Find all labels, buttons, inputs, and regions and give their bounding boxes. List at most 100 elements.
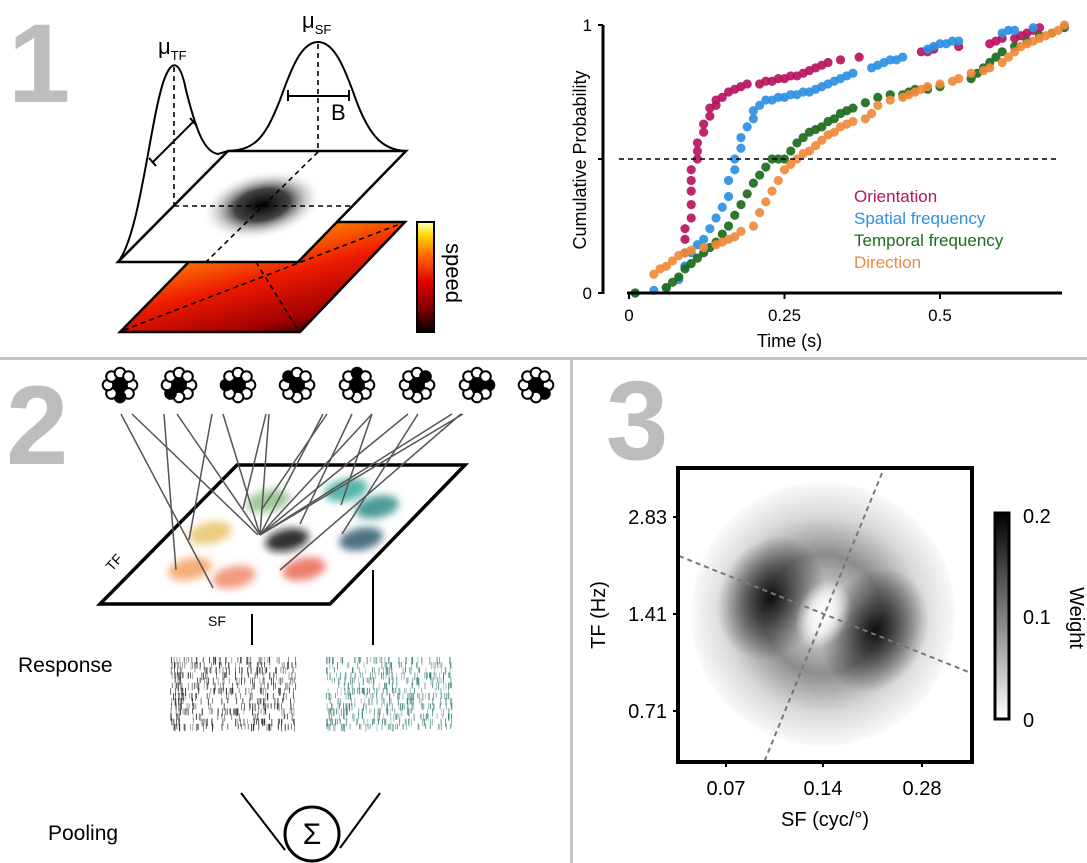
- tf-bandwidth-marker: [148, 117, 198, 167]
- colorbar-tick-label: 0.2: [1023, 506, 1051, 528]
- data-point: [811, 141, 821, 151]
- tuning-blobs: [168, 478, 399, 589]
- weight-heatmap-chart: 0.07 0.14 0.28 0.71 1.41 2.83 SF (cyc/°) TF …: [588, 466, 1087, 831]
- data-point: [692, 138, 703, 148]
- data-point: [736, 199, 746, 210]
- pool-line-left: [240, 792, 286, 851]
- data-point: [730, 165, 740, 175]
- tuning-blob: [355, 495, 399, 519]
- data-point: [823, 57, 833, 68]
- data-point: [748, 114, 758, 124]
- direction-rosette-icon: [398, 366, 436, 404]
- data-point: [792, 154, 802, 164]
- data-point: [1010, 47, 1020, 57]
- data-point: [748, 106, 758, 116]
- data-point: [736, 226, 746, 236]
- data-point: [786, 159, 796, 169]
- y-tick-label: 1: [583, 16, 592, 35]
- data-point: [1028, 23, 1038, 33]
- data-point: [699, 119, 709, 129]
- data-point: [730, 232, 740, 242]
- direction-rosette-icon: [219, 366, 257, 404]
- data-point: [1010, 25, 1020, 35]
- heatmap-y-label: TF (Hz): [588, 581, 610, 649]
- data-point: [755, 208, 765, 218]
- data-point: [854, 52, 864, 62]
- data-point: [835, 55, 846, 65]
- panel1-schematic: μTF μSF B speed: [115, 8, 466, 334]
- sum-node: [283, 805, 341, 863]
- connection-line: [163, 413, 177, 571]
- connection-line: [188, 413, 213, 541]
- tuning-blob: [212, 565, 256, 589]
- series-direction: [649, 20, 1069, 279]
- data-point: [686, 175, 696, 186]
- data-point: [860, 98, 870, 108]
- tuning-blob: [282, 557, 326, 581]
- x-tick-label: 0: [624, 306, 633, 325]
- data-point: [742, 189, 752, 199]
- data-point: [761, 162, 771, 172]
- colorbar-tick-label: 0: [1023, 710, 1034, 732]
- heatmap-image: [678, 468, 972, 762]
- weight-colorbar: [993, 511, 1011, 721]
- direction-rosette-icon: [458, 366, 496, 404]
- y-tick-label: 0.71: [628, 701, 667, 723]
- data-point: [779, 165, 790, 175]
- data-point: [686, 199, 696, 210]
- data-point: [705, 111, 715, 121]
- colorbar-tick-label: 0.1: [1023, 607, 1051, 629]
- data-point: [873, 100, 883, 110]
- sf-bandwidth-marker: [287, 90, 350, 101]
- y-tick-label: 0: [583, 284, 592, 303]
- data-point: [767, 186, 777, 196]
- connection-line: [340, 413, 373, 506]
- tuning-blob: [188, 521, 232, 545]
- direction-rosette-icon: [160, 366, 198, 404]
- tuning-blob: [168, 557, 212, 581]
- data-point: [717, 92, 727, 102]
- legend: Orientation Spatial frequency Temporal fre…: [854, 187, 1004, 272]
- series-orientation: [680, 23, 1045, 271]
- direction-rosette-icon: [278, 366, 316, 404]
- data-point: [723, 191, 734, 202]
- data-point: [692, 146, 703, 156]
- legend-entry: Temporal frequency: [854, 231, 1004, 250]
- data-point: [1003, 52, 1014, 62]
- legend-entry: Spatial frequency: [854, 209, 986, 228]
- sf-gaussian-curve: [227, 40, 407, 152]
- data-point: [848, 68, 858, 78]
- data-point: [792, 138, 802, 148]
- data-point: [723, 175, 734, 186]
- connection-line: [259, 413, 373, 536]
- x-tick-label: 0.07: [707, 778, 746, 800]
- data-point: [885, 95, 895, 105]
- data-point: [860, 114, 870, 124]
- data-point: [686, 258, 696, 269]
- x-tick-label: 0.5: [928, 306, 952, 325]
- direction-rosette-icon: [517, 366, 555, 404]
- connection-line: [131, 413, 259, 536]
- direction-rosette-icon: [101, 366, 139, 404]
- data-point: [667, 256, 678, 266]
- legend-entry: Orientation: [854, 187, 937, 206]
- connection-line: [242, 413, 267, 510]
- speed-colorbar-label: speed: [441, 243, 466, 303]
- data-point: [748, 178, 758, 188]
- connection-line: [259, 413, 409, 536]
- data-point: [935, 79, 945, 89]
- data-point: [661, 261, 671, 271]
- response-label: Response: [18, 654, 113, 677]
- data-point: [736, 132, 746, 143]
- connection-line: [341, 413, 419, 535]
- data-point: [711, 213, 721, 223]
- data-point: [997, 57, 1007, 68]
- tuning-plane: [115, 149, 409, 264]
- data-point: [997, 47, 1007, 57]
- data-point: [755, 170, 765, 180]
- data-point: [1059, 20, 1069, 30]
- data-point: [786, 146, 796, 156]
- pooling-label: Pooling: [48, 822, 118, 845]
- data-point: [723, 221, 734, 231]
- series-spatial-frequency: [630, 23, 1038, 298]
